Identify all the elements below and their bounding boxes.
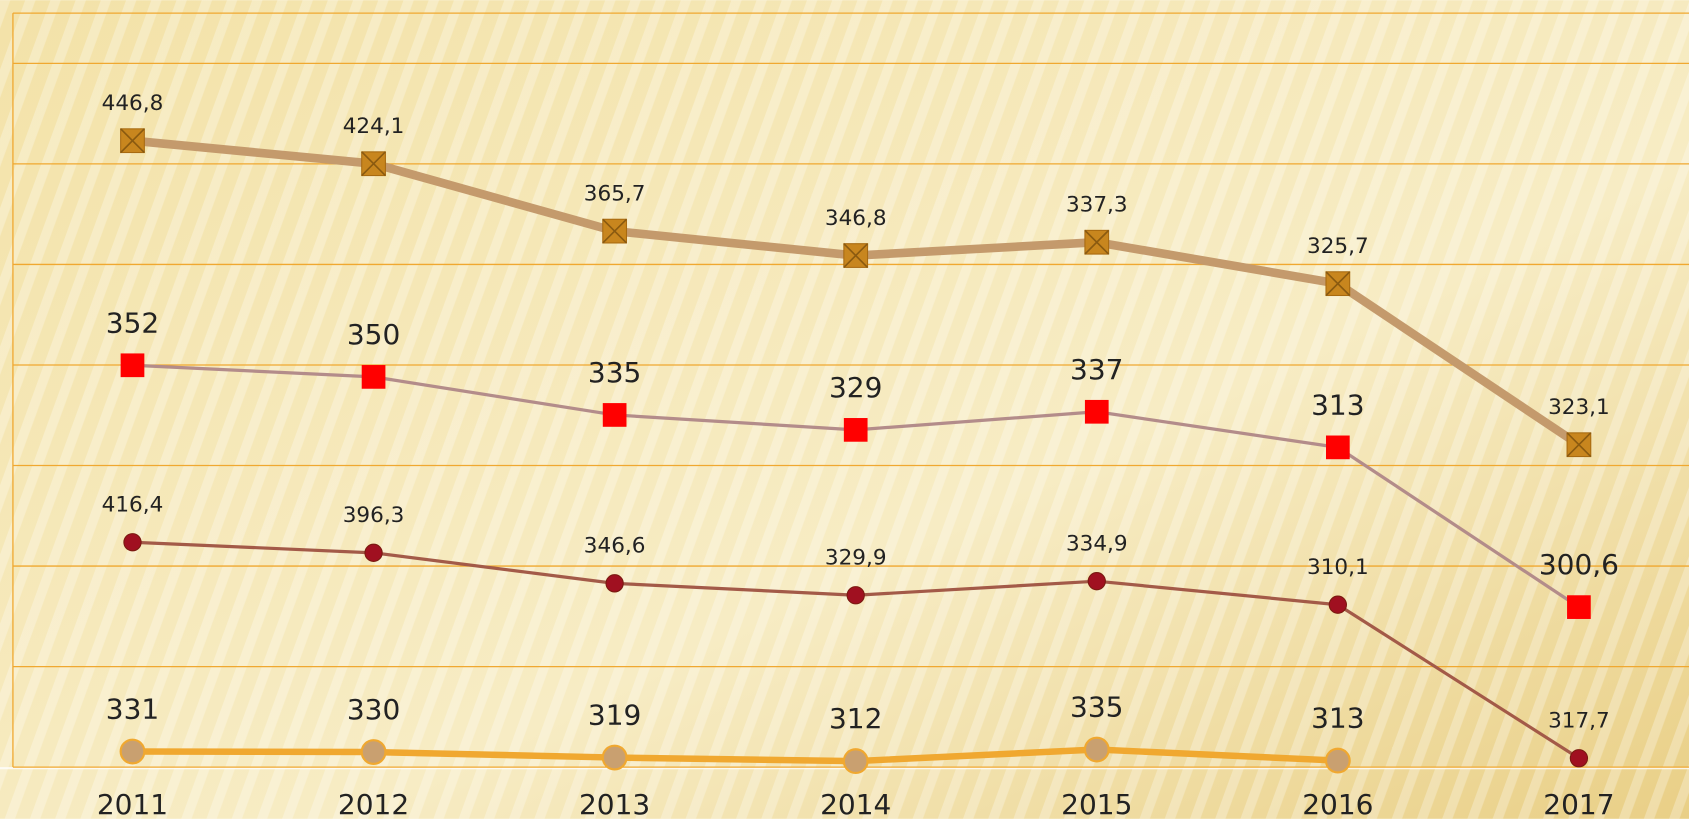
marker: [1083, 736, 1110, 763]
series-line: [132, 746, 1338, 765]
marker: [842, 748, 869, 775]
marker-cross: [120, 128, 145, 154]
marker: [846, 586, 865, 605]
x-tick-label: 2012: [338, 788, 409, 819]
marker: [1087, 572, 1106, 591]
marker: [605, 574, 624, 593]
data-label: 313: [1311, 388, 1364, 421]
marker-cross: [361, 151, 386, 177]
data-label: 310,1: [1307, 555, 1369, 580]
data-label: 424,1: [343, 114, 405, 139]
marker: [364, 543, 383, 562]
data-label: 331: [106, 693, 159, 726]
data-label: 330: [347, 693, 400, 726]
data-label: 352: [106, 306, 159, 339]
x-tick-label: 2017: [1543, 788, 1614, 819]
marker: [1324, 747, 1351, 774]
marker: [120, 353, 145, 378]
marker: [1325, 435, 1350, 460]
x-tick-label: 2016: [1302, 788, 1373, 819]
data-label: 346,8: [825, 206, 887, 231]
marker-cross: [602, 218, 628, 244]
marker: [361, 365, 386, 389]
marker: [360, 739, 387, 765]
data-label: 312: [829, 702, 882, 735]
marker-cross: [1084, 229, 1110, 255]
marker: [123, 533, 142, 552]
data-label: 329,9: [825, 546, 887, 571]
data-label: 446,8: [102, 91, 164, 116]
data-label: 365,7: [584, 181, 646, 206]
data-label: 346,6: [584, 534, 646, 559]
data-label: 335: [1070, 691, 1123, 724]
marker-cross: [843, 243, 869, 268]
marker-cross: [1566, 432, 1592, 458]
marker: [602, 403, 627, 427]
data-label: 350: [347, 318, 400, 351]
data-label: 329: [829, 371, 882, 404]
data-label: 337,3: [1066, 193, 1128, 218]
marker: [119, 738, 146, 765]
x-tick-label: 2011: [97, 788, 168, 819]
data-label: 396,3: [343, 503, 405, 528]
data-label: 335: [588, 356, 641, 389]
marker: [1567, 595, 1591, 619]
x-tick-label: 2014: [820, 788, 891, 819]
marker: [1569, 749, 1589, 768]
marker: [1084, 399, 1109, 424]
data-label: 334,9: [1066, 532, 1128, 557]
data-label: 325,7: [1307, 234, 1369, 259]
x-tick-label: 2013: [579, 788, 650, 819]
data-label: 317,7: [1548, 709, 1610, 734]
x-tick-label: 2015: [1061, 788, 1132, 819]
marker: [843, 418, 868, 442]
data-label: 323,1: [1548, 395, 1610, 420]
data-label: 319: [588, 699, 641, 732]
data-label: 337: [1070, 353, 1123, 386]
marker: [1328, 595, 1347, 614]
data-label: 300,6: [1539, 548, 1619, 581]
marker-cross: [1325, 271, 1351, 297]
marker: [601, 744, 628, 771]
data-label: 416,4: [102, 493, 164, 518]
data-label: 313: [1311, 702, 1364, 735]
